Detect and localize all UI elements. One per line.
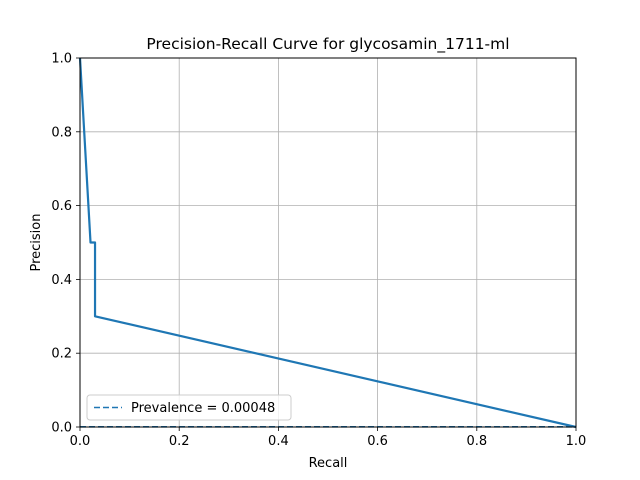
- y-tick-label: 0.8: [51, 125, 72, 140]
- ticks: 0.0 0.2 0.4 0.6 0.8 1.0 0.0 0.2 0.4 0.6 0.8 1.0: [51, 52, 586, 450]
- y-axis-label: Precision: [29, 213, 44, 271]
- chart-title: Precision-Recall Curve for glycosamin_17…: [146, 35, 509, 54]
- y-tick-label: 1.0: [51, 52, 72, 67]
- y-tick-label: 0.2: [51, 347, 72, 362]
- x-axis-label: Recall: [309, 456, 348, 471]
- legend-label-prevalence: Prevalence = 0.00048: [131, 401, 275, 416]
- legend: Prevalence = 0.00048: [86, 394, 292, 421]
- x-tick-label: 1.0: [566, 434, 587, 449]
- grid: [79, 57, 577, 428]
- y-tick-label: 0.6: [51, 199, 72, 214]
- x-tick-label: 0.0: [70, 434, 91, 449]
- plot-frame: [79, 57, 577, 428]
- pr-curve-line: [78, 57, 577, 429]
- x-tick-label: 0.8: [466, 434, 487, 449]
- y-tick-label: 0.4: [51, 273, 72, 288]
- x-tick-label: 0.2: [169, 434, 190, 449]
- legend-box: [86, 394, 292, 421]
- y-tick-label: 0.0: [51, 421, 72, 436]
- x-tick-label: 0.6: [367, 434, 388, 449]
- x-tick-label: 0.4: [268, 434, 289, 449]
